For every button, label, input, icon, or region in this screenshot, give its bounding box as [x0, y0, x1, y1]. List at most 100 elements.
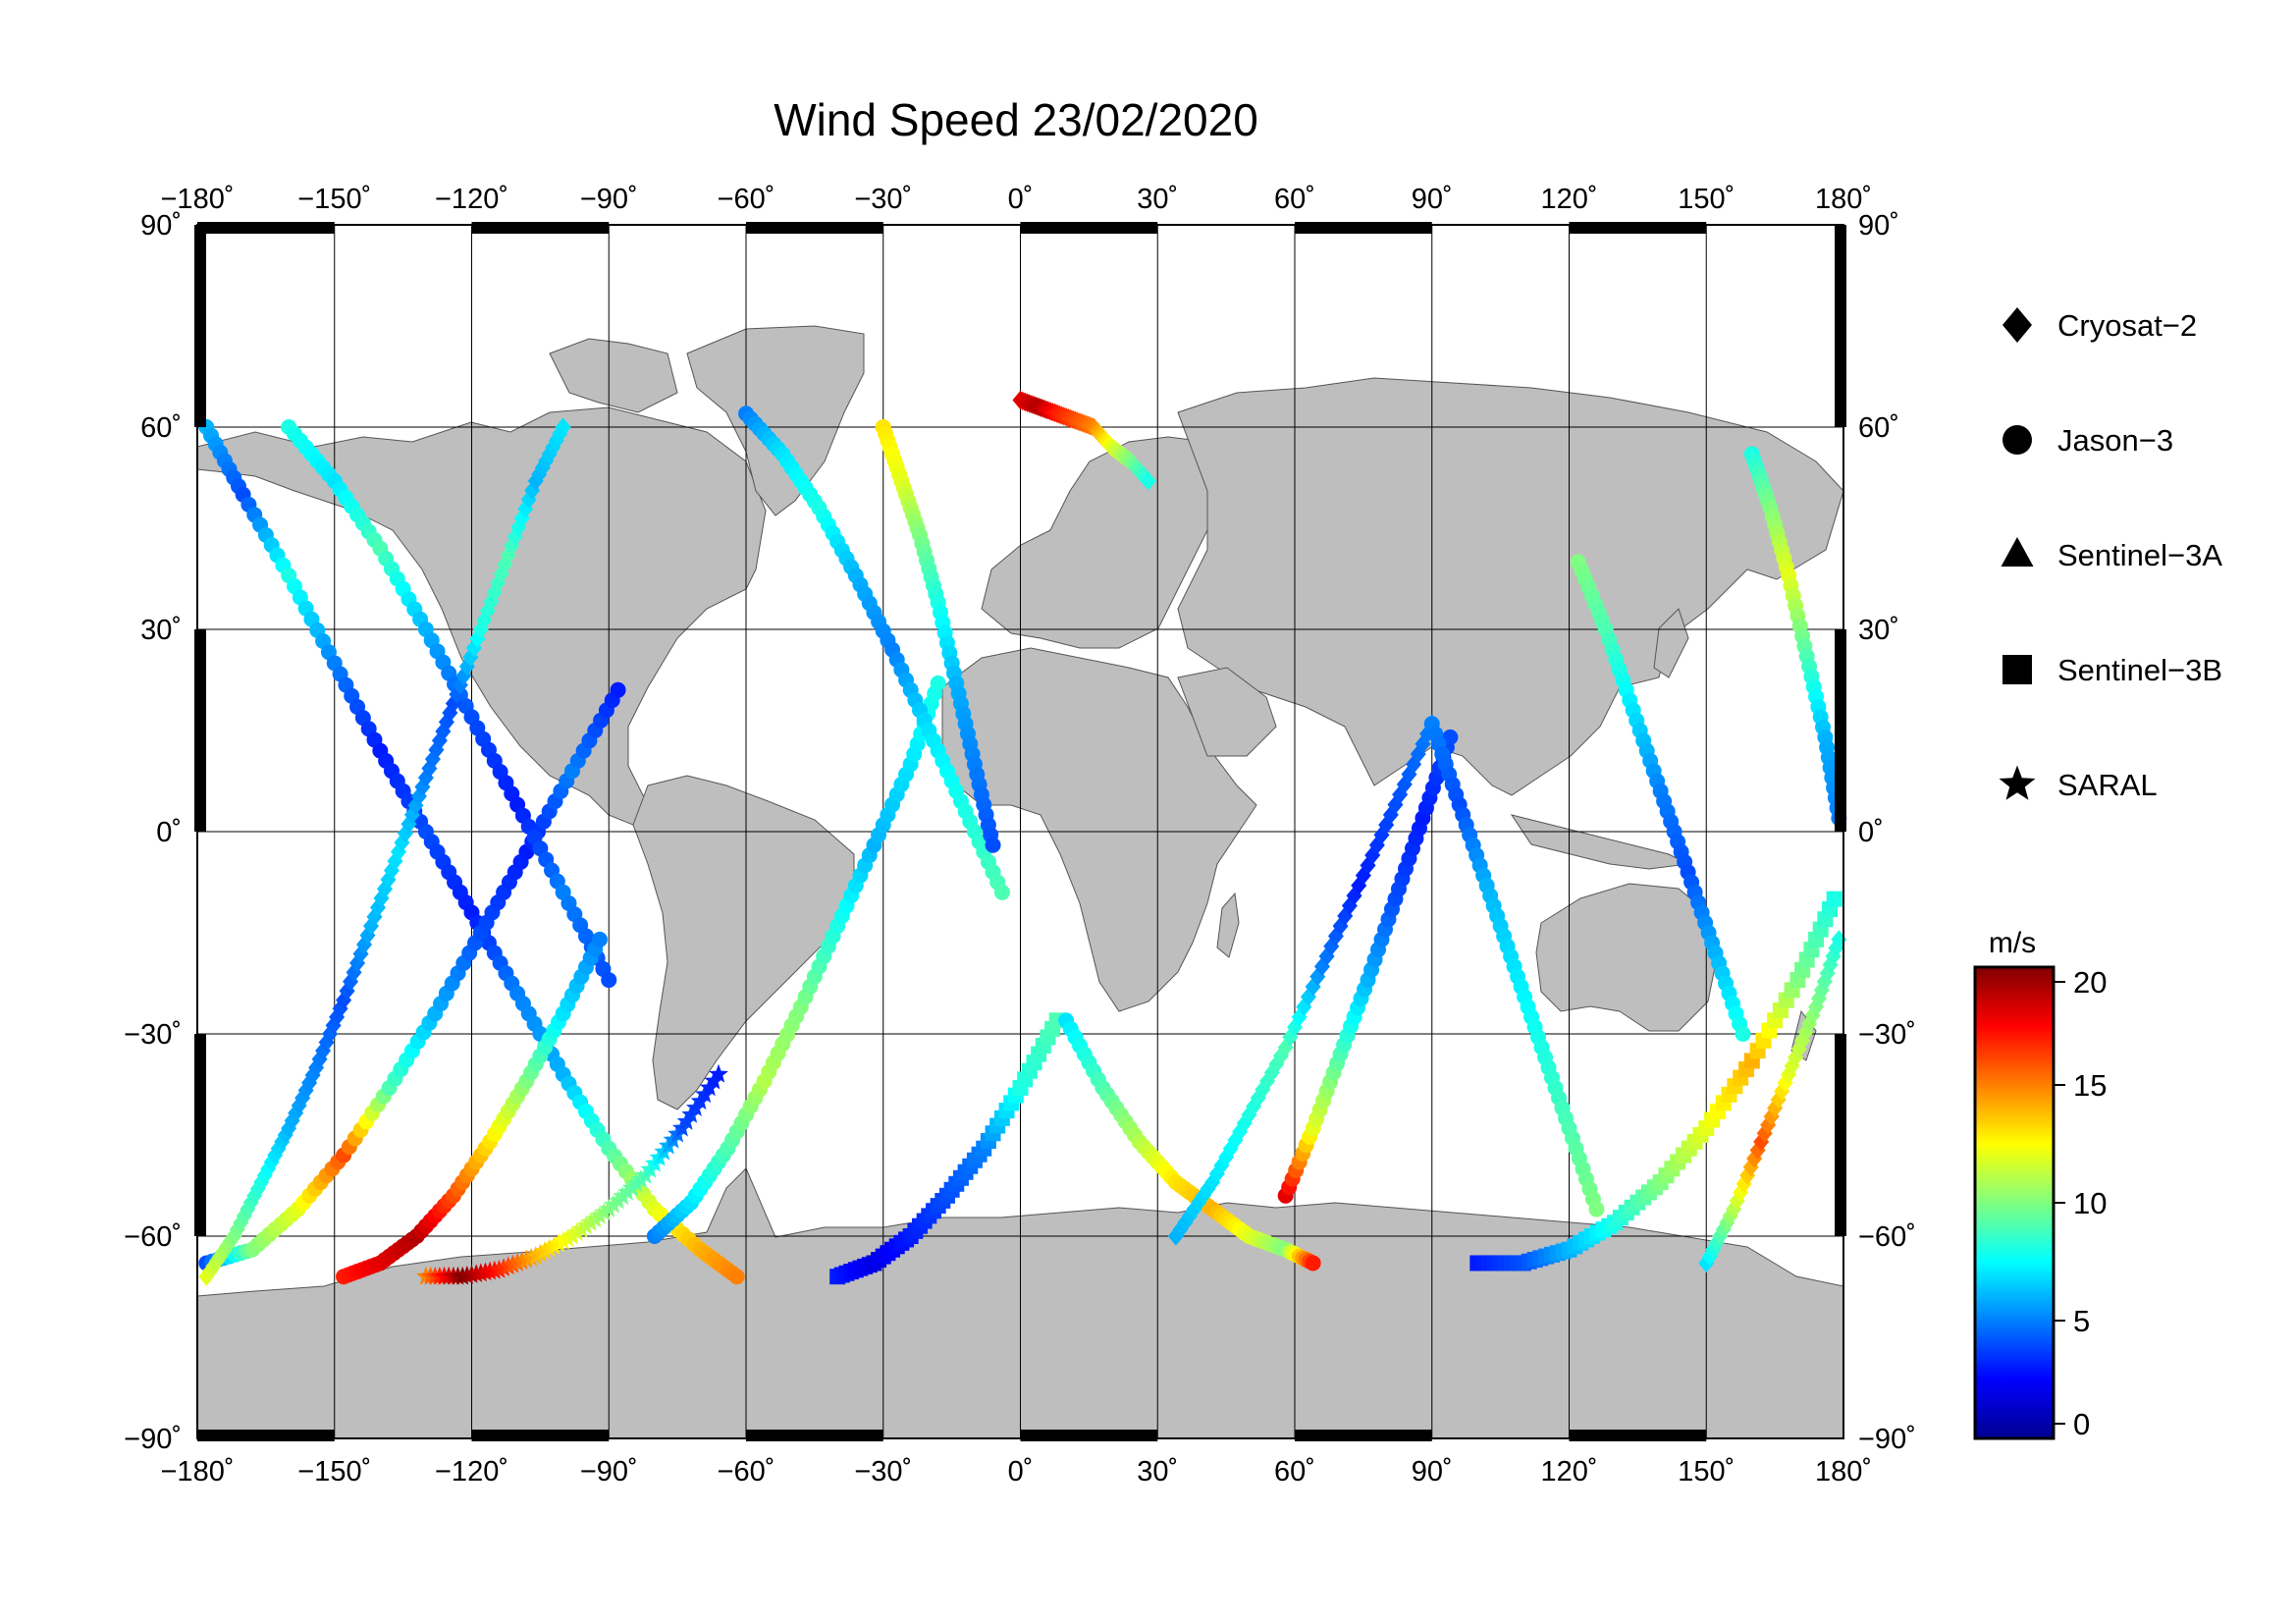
- track-point: [400, 814, 417, 834]
- track-point: [452, 676, 468, 695]
- track-point: [993, 884, 1010, 900]
- track-point: [1794, 1031, 1811, 1051]
- track-point: [1774, 1081, 1790, 1101]
- lon-label-top: −60˚: [718, 184, 775, 215]
- track-point: [277, 1125, 294, 1145]
- track-point: [1378, 815, 1395, 835]
- legend-entry: SARAL: [1999, 765, 2158, 802]
- lat-label-right: −30˚: [1858, 1019, 1916, 1051]
- frame-bar-right: [1835, 1034, 1846, 1236]
- lon-label-bottom: 120˚: [1540, 1456, 1597, 1488]
- track-point: [1401, 765, 1417, 784]
- track-point: [363, 916, 380, 936]
- lon-label-top: 150˚: [1678, 184, 1735, 215]
- frame-bar-top: [1569, 222, 1707, 234]
- lon-label-bottom: 150˚: [1678, 1456, 1735, 1488]
- track-point: [1246, 1097, 1262, 1116]
- track-point: [274, 1132, 291, 1152]
- lat-label-left: −30˚: [124, 1019, 182, 1051]
- lat-label-right: −60˚: [1858, 1221, 1916, 1253]
- track-point: [728, 1269, 745, 1285]
- track-point: [1351, 876, 1367, 895]
- track-point: [1200, 1179, 1216, 1199]
- track-point: [1327, 926, 1344, 947]
- track-point: [1373, 825, 1390, 845]
- lat-label-left: 60˚: [140, 412, 182, 444]
- track-point: [576, 1216, 596, 1235]
- frame-bar-bottom: [1020, 1430, 1158, 1441]
- lon-label-bottom: 180˚: [1815, 1456, 1872, 1488]
- track-point: [304, 1065, 321, 1085]
- track-point: [1259, 1071, 1276, 1091]
- satellite-track: [336, 931, 608, 1285]
- lon-label-bottom: 90˚: [1412, 1456, 1453, 1488]
- track-point: [544, 1235, 564, 1255]
- lon-label-top: −90˚: [580, 184, 638, 215]
- colorbar-tick-label: 10: [2073, 1186, 2107, 1220]
- lat-label-left: 30˚: [140, 615, 182, 646]
- satellite-track: [1012, 390, 1156, 491]
- track-point: [500, 545, 516, 566]
- figure-title: Wind Speed 23/02/2020: [774, 94, 1258, 145]
- track-point: [1218, 1147, 1235, 1166]
- track-point: [249, 1179, 266, 1199]
- track-point: [1804, 1005, 1821, 1025]
- track-point: [226, 1226, 242, 1246]
- greenland-land: [686, 325, 865, 516]
- wind-tracks: [198, 390, 1847, 1286]
- track-point: [552, 424, 568, 444]
- arctic-islands-land: [549, 338, 678, 413]
- track-point: [585, 1209, 606, 1228]
- track-point: [562, 1225, 582, 1245]
- track-point: [1763, 1107, 1780, 1126]
- track-point: [229, 1219, 245, 1239]
- track-point: [610, 681, 626, 698]
- legend-entry: Sentinel−3B: [2002, 653, 2222, 687]
- track-point: [985, 837, 1001, 853]
- australia-land: [1535, 883, 1719, 1032]
- frame-bar-bottom: [1295, 1430, 1432, 1441]
- track-point: [1819, 963, 1836, 983]
- frame-bar-top: [1295, 222, 1432, 234]
- satellite-legend: Cryosat−2 Jason−3 Sentinel−3A Sentinel−3B SA…: [1999, 307, 2222, 802]
- track-point: [504, 536, 520, 556]
- track-point: [1753, 1132, 1770, 1152]
- map-area: [194, 222, 1847, 1441]
- track-point: [571, 1218, 592, 1238]
- track-point: [601, 972, 617, 989]
- lon-label-top: 30˚: [1137, 184, 1178, 215]
- south-america-land: [632, 775, 855, 1110]
- legend-entry: Sentinel−3A: [2001, 537, 2222, 572]
- lon-label-bottom: −30˚: [854, 1456, 912, 1488]
- lat-label-left: 0˚: [156, 817, 182, 848]
- track-point: [545, 438, 561, 458]
- satellite-track: [1167, 714, 1440, 1246]
- axis-labels: −180˚ −180˚ −150˚ −150˚ −120˚ −120˚ −90˚ −90˚ −6…: [124, 184, 1916, 1488]
- track-point: [1309, 967, 1326, 987]
- frame-bar-right: [1835, 629, 1846, 832]
- track-point: [1140, 471, 1156, 491]
- track-point: [555, 417, 571, 437]
- track-point: [1733, 1182, 1749, 1202]
- track-point: [580, 1212, 601, 1231]
- track-point: [1396, 775, 1413, 794]
- lon-label-bottom: 0˚: [1008, 1456, 1034, 1488]
- legend-label: Jason−3: [2057, 423, 2173, 458]
- track-point: [1712, 1226, 1729, 1246]
- legend-entry: Cryosat−2: [2002, 307, 2197, 343]
- frame-bar-bottom: [197, 1430, 335, 1441]
- lat-label-right: 90˚: [1858, 210, 1899, 242]
- track-point: [1828, 938, 1844, 958]
- track-point: [1826, 891, 1842, 907]
- satellite-track: [198, 417, 571, 1286]
- frame-bar-top: [471, 222, 610, 234]
- track-point: [558, 1228, 578, 1247]
- track-point: [1708, 1233, 1725, 1253]
- track-point: [465, 638, 482, 658]
- circle-icon: [2002, 425, 2032, 455]
- track-point: [397, 824, 413, 843]
- frame-bar-left: [194, 629, 206, 832]
- track-point: [520, 490, 537, 510]
- lon-label-top: −30˚: [854, 184, 912, 215]
- track-point: [410, 786, 427, 806]
